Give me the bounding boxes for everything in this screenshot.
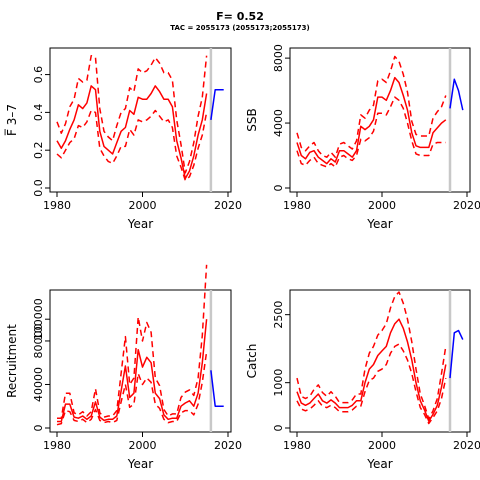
x-tick-label: 2020 [453, 439, 480, 452]
y-tick-label: 0 [272, 425, 285, 432]
series-projection [449, 329, 464, 379]
y-tick-label: 8000 [272, 44, 285, 72]
x-tick-label: 2020 [214, 199, 242, 212]
y-tick-label: 0 [272, 185, 285, 192]
series-projection [449, 78, 464, 111]
series-lower [296, 343, 447, 425]
series-estimate [296, 318, 447, 422]
y-tick-label: 2500 [272, 301, 285, 329]
series-estimate [56, 85, 208, 180]
series-lower [296, 96, 446, 168]
y-tick-label: 0.4 [32, 104, 45, 122]
series-lower [56, 109, 208, 182]
series-lower [56, 351, 208, 426]
y-tick-label: 1000 [272, 369, 285, 397]
plot-frame [49, 289, 232, 433]
y-axis-label: F̅ 3–7 [4, 104, 19, 136]
plot-frame [289, 289, 471, 433]
x-tick-label: 2020 [453, 199, 480, 212]
figure-subtitle: TAC = 2055173 (2055173;2055173) [170, 24, 310, 32]
plot-frame [289, 47, 471, 193]
y-tick-label: 0.0 [32, 179, 45, 197]
series-estimate [57, 319, 208, 423]
y-tick-label: 80000 [32, 323, 45, 358]
ssb-panel: 1980 2000 2020 0 4000 8000 Year SSB [245, 44, 480, 231]
x-tick-label: 2000 [129, 199, 157, 212]
y-tick-label: 4000 [272, 109, 285, 137]
x-axis-label: Year [366, 457, 392, 471]
series-upper [296, 55, 447, 158]
x-axis-label: Year [127, 217, 153, 231]
series-projection [210, 370, 224, 407]
figure-title: F= 0.52 [216, 10, 264, 23]
x-tick-label: 2000 [368, 199, 396, 212]
y-tick-label: 0.6 [32, 66, 45, 84]
x-tick-label: 2020 [214, 439, 242, 452]
y-tick-label: 100000 [32, 298, 45, 340]
x-tick-label: 1980 [283, 199, 311, 212]
series-estimate [296, 76, 447, 165]
y-axis-label: Recruitment [5, 324, 19, 398]
plot-frame [49, 47, 232, 193]
y-tick-label: 0 [32, 425, 45, 432]
series-upper [296, 291, 447, 420]
x-axis-label: Year [366, 217, 392, 231]
x-axis-label: Year [127, 457, 153, 471]
y-tick-label: 0.2 [32, 141, 45, 159]
catch-panel: 1980 2000 2020 0 1000 2500 Year Catch [245, 289, 480, 471]
x-tick-label: 1980 [43, 439, 71, 452]
x-tick-label: 1980 [43, 199, 71, 212]
x-tick-label: 2000 [129, 439, 157, 452]
series-upper [57, 264, 208, 419]
x-tick-label: 1980 [283, 439, 311, 452]
y-axis-label: Catch [245, 344, 259, 379]
y-tick-label: 40000 [32, 367, 45, 402]
series-projection [210, 88, 224, 121]
series-upper [56, 54, 208, 174]
y-axis-label: SSB [245, 108, 259, 131]
f-panel: 1980 2000 2020 0.0 0.2 0.4 0.6 Year F̅ 3–7 [4, 47, 242, 231]
x-tick-label: 2000 [368, 439, 396, 452]
